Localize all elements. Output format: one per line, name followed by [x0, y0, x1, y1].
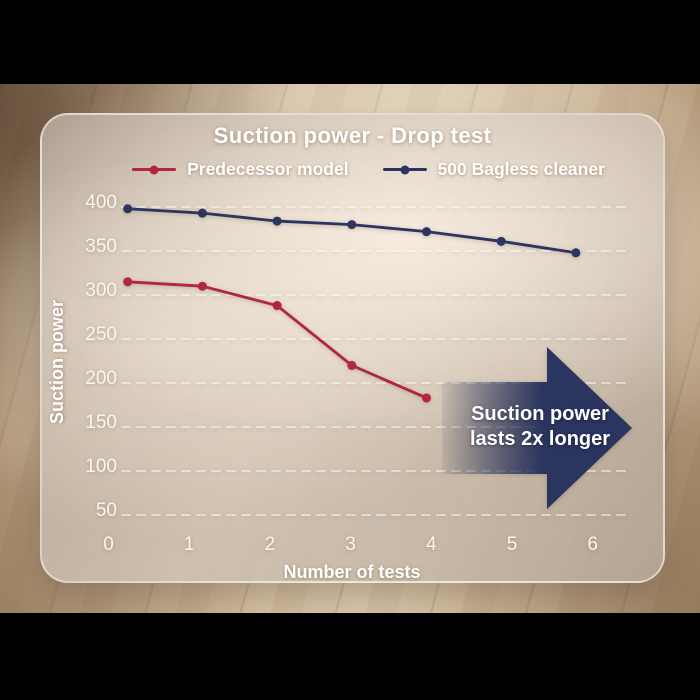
legend-dot-icon [400, 165, 410, 174]
y-tick-label: 300 [85, 280, 117, 301]
arrow-annotation-text: Suction power lasts 2x longer [440, 402, 640, 452]
legend-dot-icon [149, 165, 159, 174]
data-point [272, 301, 282, 311]
y-tick-label: 250 [85, 324, 117, 345]
data-point [422, 227, 431, 237]
data-point [571, 248, 581, 258]
chart-panel: Suction power - Drop test Predecessor mo… [40, 113, 665, 583]
y-tick-label: 150 [85, 412, 117, 433]
y-tick-label: 350 [85, 236, 117, 257]
arrow-annotation-line-2: lasts 2x longer [469, 428, 611, 450]
x-tick-label: 0 [103, 534, 114, 555]
legend-line-dot-marker-navy [382, 165, 427, 174]
data-point [197, 281, 207, 291]
x-tick-label: 2 [265, 534, 276, 555]
x-axis-title: Number of tests [283, 562, 421, 582]
y-tick-label: 50 [96, 500, 117, 521]
y-axis-title: Suction power [47, 300, 67, 425]
line-chart: 400 350 300 250 200 150 100 50 0 1 2 3 4 5 6 [85, 192, 632, 555]
y-tick-label: 400 [85, 192, 117, 213]
chart-legend: Predecessor model 500 Bagless cleaner [58, 159, 679, 180]
x-tick-label: 4 [426, 534, 437, 555]
x-tick-label: 6 [587, 534, 598, 555]
y-tick-label: 100 [85, 456, 117, 477]
data-point [272, 216, 282, 226]
data-point [347, 360, 357, 370]
data-point [123, 204, 133, 214]
chart-title: Suction power - Drop test [213, 123, 492, 148]
y-tick-label: 200 [85, 368, 117, 389]
arrow-annotation-line-1: Suction power [471, 403, 609, 425]
legend-label-predecessor-model: Predecessor model [187, 159, 349, 179]
legend-item-500-bagless-cleaner: 500 Bagless cleaner [382, 159, 605, 180]
series-line [127, 207, 577, 255]
legend-item-predecessor-model: Predecessor model [132, 159, 349, 180]
wood-floor-background: Suction power - Drop test Predecessor mo… [0, 84, 700, 613]
legend-label-500-bagless-cleaner: 500 Bagless cleaner [437, 159, 605, 179]
x-tick-label: 3 [345, 534, 356, 555]
data-point [197, 208, 207, 218]
x-tick-label: 5 [507, 534, 518, 555]
data-point [123, 277, 133, 287]
x-tick-label: 1 [184, 534, 195, 555]
data-point [347, 220, 357, 230]
arrow-right-icon [442, 347, 632, 509]
data-point [422, 393, 431, 403]
data-point [496, 236, 506, 246]
legend-line-dot-marker-red [132, 165, 177, 174]
